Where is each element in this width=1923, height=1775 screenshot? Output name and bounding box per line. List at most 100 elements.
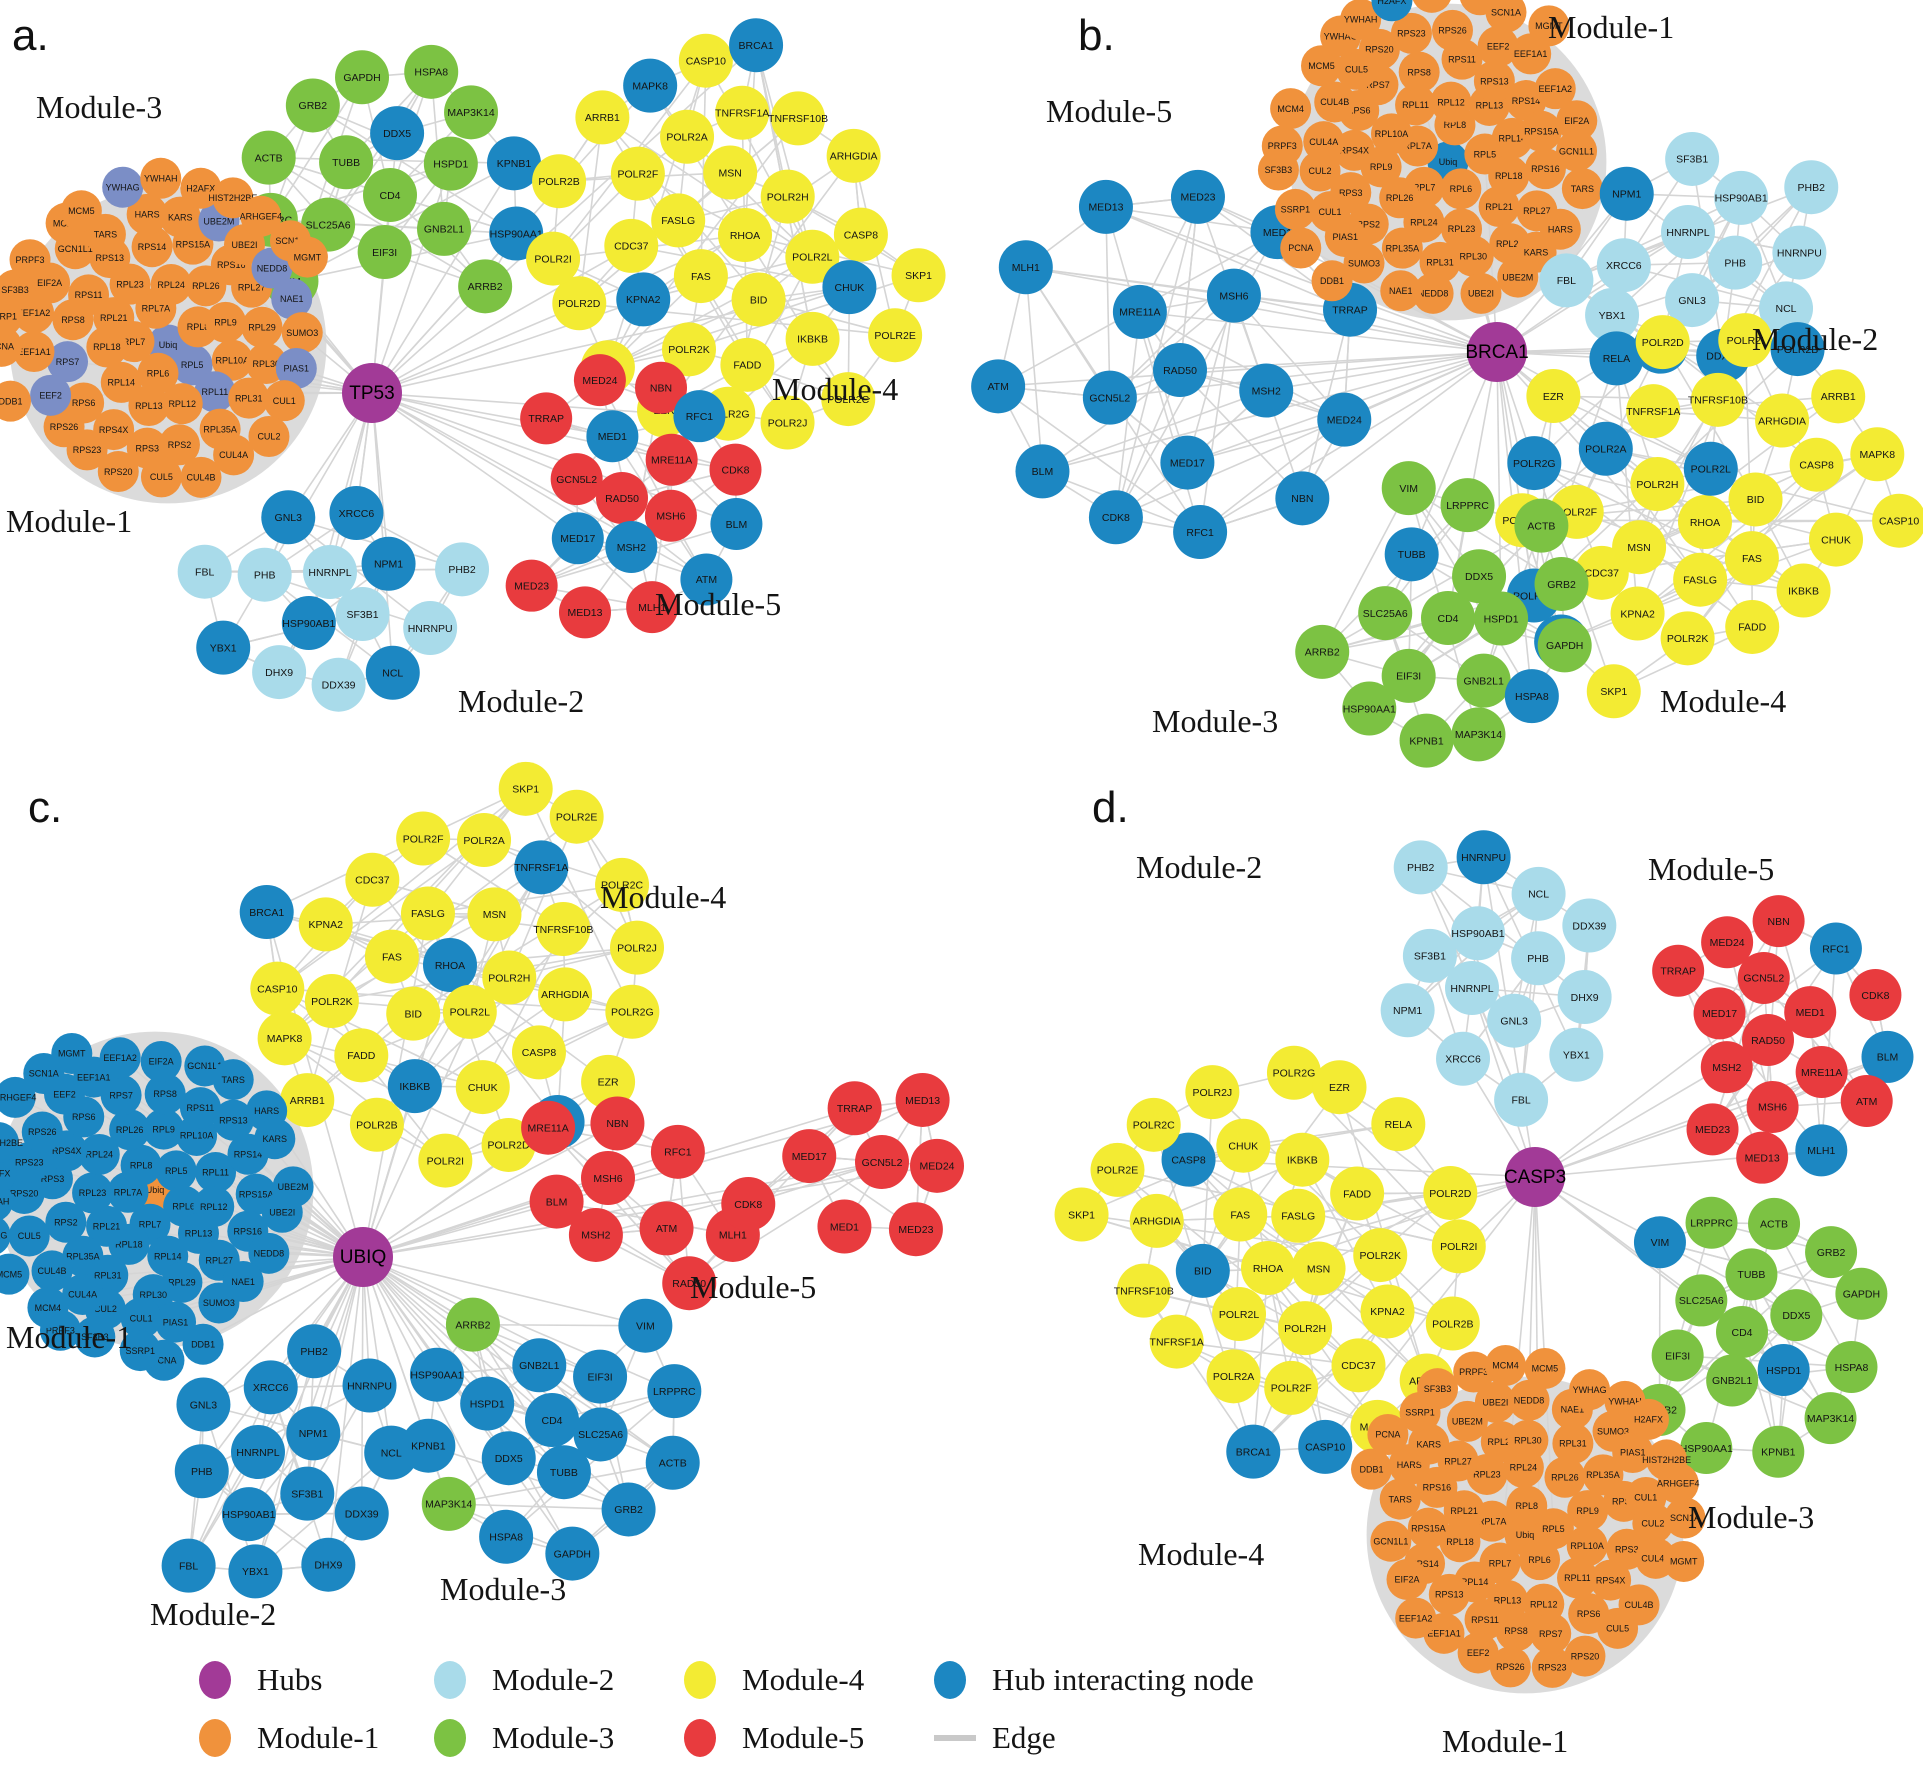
node-PHB2[interactable]: PHB2	[435, 542, 490, 597]
node-CDC37[interactable]: CDC37	[1331, 1338, 1386, 1393]
node-RPS2[interactable]: RPS2	[45, 1201, 87, 1243]
node-DHX9[interactable]: DHX9	[252, 645, 307, 700]
node-FADD[interactable]: FADD	[334, 1028, 389, 1083]
node-MED17[interactable]: MED17	[782, 1129, 837, 1184]
node-BID[interactable]: BID	[386, 986, 441, 1041]
node-ARHGDIA[interactable]: ARHGDIA	[826, 128, 881, 183]
node-TUBB[interactable]: TUBB	[536, 1445, 591, 1500]
node-HSPD1[interactable]: HSPD1	[460, 1376, 515, 1431]
node-BID[interactable]: BID	[731, 272, 786, 327]
node-MED23[interactable]: MED23	[505, 559, 558, 612]
node-FADD[interactable]: FADD	[720, 337, 775, 392]
node-FASLG[interactable]: FASLG	[1673, 552, 1728, 607]
node-POLR2K[interactable]: POLR2K	[304, 974, 359, 1029]
node-HNRNPU[interactable]: HNRNPU	[403, 601, 458, 656]
node-POLR2A[interactable]: POLR2A	[660, 109, 715, 164]
node-POLR2L[interactable]: POLR2L	[1212, 1287, 1267, 1342]
node-CUL5[interactable]: CUL5	[8, 1215, 50, 1257]
node-MSH2[interactable]: MSH2	[605, 520, 658, 573]
node-ARRB1[interactable]: ARRB1	[1811, 369, 1866, 424]
node-ATM[interactable]: ATM	[1840, 1075, 1893, 1128]
node-CHUK[interactable]: CHUK	[822, 260, 877, 315]
node-TARS[interactable]: TARS	[212, 1059, 254, 1101]
node-FBL[interactable]: FBL	[177, 544, 232, 599]
node-TUBB[interactable]: TUBB	[1725, 1248, 1778, 1301]
node-IKBKB[interactable]: IKBKB	[1776, 563, 1831, 618]
node-HSPD1[interactable]: HSPD1	[423, 136, 478, 191]
node-POLR2F[interactable]: POLR2F	[610, 146, 665, 201]
node-POLR2H[interactable]: POLR2H	[760, 169, 815, 224]
node-MRE11A[interactable]: MRE11A	[645, 433, 698, 486]
node-MED13[interactable]: MED13	[558, 586, 611, 639]
node-MAP3K14[interactable]: MAP3K14	[1451, 707, 1506, 762]
node-FADD[interactable]: FADD	[1330, 1166, 1385, 1221]
node-KPNA2[interactable]: KPNA2	[1610, 586, 1665, 641]
node-SKP1[interactable]: SKP1	[1586, 664, 1641, 719]
node-POLR2H[interactable]: POLR2H	[1278, 1301, 1333, 1356]
node-BLM[interactable]: BLM	[1861, 1030, 1914, 1083]
node-CUL5[interactable]: CUL5	[140, 456, 182, 498]
node-SKP1[interactable]: SKP1	[1054, 1187, 1109, 1242]
node-PRPF3[interactable]: PRPF3	[9, 239, 51, 281]
node-MAPK8[interactable]: MAPK8	[623, 58, 678, 113]
node-PHB2[interactable]: PHB2	[1393, 840, 1448, 895]
node-MED24[interactable]: MED24	[1701, 916, 1754, 969]
node-HNRNPL[interactable]: HNRNPL	[231, 1425, 285, 1479]
node-MED23[interactable]: MED23	[1686, 1103, 1739, 1156]
node-FBL[interactable]: FBL	[161, 1538, 216, 1593]
node-RPL5[interactable]: RPL5	[155, 1150, 197, 1192]
node-FAS[interactable]: FAS	[1213, 1187, 1268, 1242]
node-KARS[interactable]: KARS	[254, 1118, 296, 1160]
node-SUMO3[interactable]: SUMO3	[198, 1282, 240, 1324]
node-HNRNPU[interactable]: HNRNPU	[342, 1358, 397, 1413]
node-NPM1[interactable]: NPM1	[1380, 983, 1435, 1038]
node-CASP8[interactable]: CASP8	[1789, 437, 1844, 492]
node-DDB1[interactable]: DDB1	[182, 1323, 224, 1365]
node-HSPD1[interactable]: HSPD1	[1757, 1343, 1810, 1396]
node-FAS[interactable]: FAS	[1724, 531, 1779, 586]
node-GCN5L2[interactable]: GCN5L2	[550, 453, 603, 506]
node-BLM[interactable]: BLM	[710, 498, 763, 551]
node-LRPPRC[interactable]: LRPPRC	[647, 1364, 702, 1419]
node-EIF3I[interactable]: EIF3I	[573, 1349, 628, 1404]
node-POLR2I[interactable]: POLR2I	[418, 1133, 473, 1188]
node-POLR2A[interactable]: POLR2A	[457, 813, 512, 868]
node-NAE1[interactable]: NAE1	[1380, 270, 1422, 312]
node-MAPK8[interactable]: MAPK8	[257, 1011, 312, 1066]
node-CUL4B[interactable]: CUL4B	[31, 1250, 73, 1292]
node-MED24[interactable]: MED24	[1317, 392, 1372, 447]
node-RHOA[interactable]: RHOA	[423, 938, 477, 992]
node-POLR2F[interactable]: POLR2F	[396, 811, 451, 866]
node-KPNB1[interactable]: KPNB1	[1399, 713, 1454, 768]
node-YWHAH[interactable]: YWHAH	[140, 157, 182, 199]
node-EIF2A[interactable]: EIF2A	[140, 1040, 182, 1082]
node-VIM[interactable]: VIM	[1633, 1216, 1686, 1269]
node-POLR2K[interactable]: POLR2K	[1660, 611, 1715, 666]
node-BRCA1[interactable]: BRCA1	[239, 885, 294, 940]
node-RPL31[interactable]: RPL31	[228, 377, 270, 419]
node-CASP10[interactable]: CASP10	[678, 33, 733, 88]
node-ARHGDIA[interactable]: ARHGDIA	[538, 967, 593, 1022]
node-DDX39[interactable]: DDX39	[334, 1486, 389, 1541]
node-TRRAP[interactable]: TRRAP	[827, 1081, 882, 1136]
node-HNRNPU[interactable]: HNRNPU	[1456, 830, 1511, 885]
node-MED23[interactable]: MED23	[888, 1202, 943, 1257]
node-H2AFX[interactable]: H2AFX	[1627, 1398, 1669, 1440]
node-CUL1[interactable]: CUL1	[263, 380, 305, 422]
node-ATM[interactable]: ATM	[971, 359, 1026, 414]
node-CASP10[interactable]: CASP10	[1298, 1419, 1353, 1474]
node-TNFRSF1A[interactable]: TNFRSF1A	[1150, 1314, 1204, 1369]
node-UBE2M[interactable]: UBE2M	[1497, 256, 1539, 298]
node-MED24[interactable]: MED24	[910, 1138, 965, 1193]
node-HSP90AB1[interactable]: HSP90AB1	[221, 1487, 276, 1542]
node-MED13[interactable]: MED13	[895, 1072, 950, 1127]
node-XRCC6[interactable]: XRCC6	[1596, 238, 1651, 293]
node-CDK8[interactable]: CDK8	[709, 443, 762, 496]
node-ACTB[interactable]: ACTB	[645, 1435, 700, 1490]
node-RPS26[interactable]: RPS26	[1431, 9, 1473, 51]
node-NPM1[interactable]: NPM1	[361, 536, 416, 591]
node-XRCC6[interactable]: XRCC6	[329, 486, 384, 541]
node-NBN[interactable]: NBN	[1275, 471, 1330, 526]
node-NPM1[interactable]: NPM1	[286, 1406, 341, 1461]
node-IKBKB[interactable]: IKBKB	[1275, 1132, 1330, 1187]
